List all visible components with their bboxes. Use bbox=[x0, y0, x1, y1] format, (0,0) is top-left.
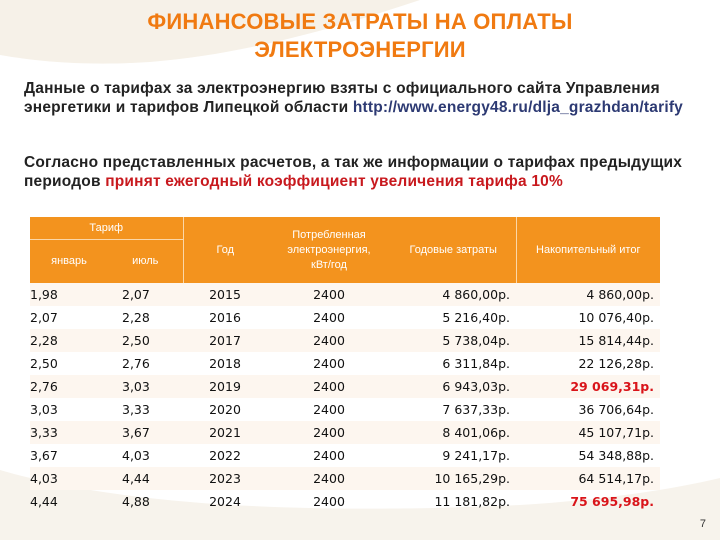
cell-year: 2015 bbox=[183, 283, 267, 306]
cell-year: 2019 bbox=[183, 375, 267, 398]
cell-july: 3,03 bbox=[108, 375, 183, 398]
table-row: 4,44 4,88 2024 2400 11 181,82р. 75 695,98р. bbox=[30, 490, 660, 513]
cell-cumulative: 15 814,44р. bbox=[516, 329, 660, 352]
table-row: 3,33 3,67 2021 2400 8 401,06р. 45 107,71р. bbox=[30, 421, 660, 444]
cell-consumption: 2400 bbox=[267, 375, 391, 398]
cell-consumption: 2400 bbox=[313, 448, 345, 463]
cell-annual-cost: 8 401,06р. bbox=[391, 421, 516, 444]
cell-annual-cost: 9 241,17р. bbox=[442, 448, 510, 463]
cell-consumption: 2400 bbox=[267, 329, 391, 352]
header-january: январь bbox=[30, 239, 108, 283]
cell-consumption: 2400 bbox=[313, 310, 345, 325]
table-row: 3,67 4,03 2022 2400 9 241,17р. 54 348,88р. bbox=[30, 444, 660, 467]
tariff-table: Тариф Год Потребленная электроэнергия, к… bbox=[30, 217, 660, 513]
cell-annual-cost: 5 738,04р. bbox=[391, 329, 516, 352]
cell-cumulative: 54 348,88р. bbox=[578, 448, 654, 463]
cell-year: 2023 bbox=[183, 467, 267, 490]
note-paragraph: Согласно представленных расчетов, а так … bbox=[24, 153, 694, 191]
cell-july: 4,03 bbox=[122, 448, 150, 463]
header-cumulative: Накопительный итог bbox=[515, 217, 660, 283]
cell-year: 2022 bbox=[209, 448, 241, 463]
cell-annual-cost: 5 216,40р. bbox=[442, 310, 510, 325]
table-row: 2,76 3,03 2019 2400 6 943,03р. 29 069,31р. bbox=[30, 375, 660, 398]
cell-cumulative: 10 076,40р. bbox=[578, 310, 654, 325]
cell-year: 2016 bbox=[209, 310, 241, 325]
cell-january: 3,03 bbox=[30, 402, 58, 417]
cell-january: 1,98 bbox=[30, 283, 108, 306]
cell-cumulative: 75 695,98р. bbox=[570, 494, 654, 509]
cell-consumption: 2400 bbox=[267, 467, 391, 490]
cell-cumulative: 64 514,17р. bbox=[516, 467, 660, 490]
cell-january: 3,67 bbox=[30, 448, 58, 463]
cell-cumulative: 29 069,31р. bbox=[516, 375, 660, 398]
header-year: Год bbox=[182, 217, 267, 283]
cell-cumulative: 4 860,00р. bbox=[516, 283, 660, 306]
table-row: 2,28 2,50 2017 2400 5 738,04р. 15 814,44р. bbox=[30, 329, 660, 352]
cell-consumption: 2400 bbox=[267, 421, 391, 444]
cell-january: 2,28 bbox=[30, 329, 108, 352]
intro-paragraph: Данные о тарифах за электроэнергию взяты… bbox=[24, 79, 694, 117]
cell-year: 2018 bbox=[209, 356, 241, 371]
cell-annual-cost: 7 637,33р. bbox=[442, 402, 510, 417]
cell-january: 2,76 bbox=[30, 375, 108, 398]
cell-july: 2,50 bbox=[108, 329, 183, 352]
cell-january: 2,07 bbox=[30, 310, 58, 325]
cell-year: 2020 bbox=[209, 402, 241, 417]
cell-consumption: 2400 bbox=[313, 402, 345, 417]
cell-cumulative: 22 126,28р. bbox=[578, 356, 654, 371]
table-row: 2,50 2,76 2018 2400 6 311,84р. 22 126,28р. bbox=[30, 352, 660, 375]
cell-annual-cost: 4 860,00р. bbox=[391, 283, 516, 306]
cell-consumption: 2400 bbox=[313, 494, 345, 509]
cell-january: 4,44 bbox=[30, 494, 58, 509]
cell-cumulative: 45 107,71р. bbox=[516, 421, 660, 444]
cell-annual-cost: 6 311,84р. bbox=[442, 356, 510, 371]
cell-july: 3,33 bbox=[122, 402, 150, 417]
header-consumption: Потребленная электроэнергия, кВт/год bbox=[267, 217, 391, 283]
note-highlight: принят ежегодный коэффициент увеличения … bbox=[105, 173, 563, 190]
source-url[interactable]: http://www.energy48.ru/dlja_grazhdan/tar… bbox=[352, 99, 684, 116]
cell-annual-cost: 6 943,03р. bbox=[391, 375, 516, 398]
table-row: 1,98 2,07 2015 2400 4 860,00р. 4 860,00р. bbox=[30, 283, 660, 306]
cell-january: 2,50 bbox=[30, 356, 58, 371]
cell-year: 2017 bbox=[183, 329, 267, 352]
cell-july: 3,67 bbox=[108, 421, 183, 444]
cell-july: 2,28 bbox=[122, 310, 150, 325]
cell-july: 4,44 bbox=[108, 467, 183, 490]
header-july: июль bbox=[108, 239, 183, 283]
note-text: Согласно представленных расчетов, а так … bbox=[24, 154, 683, 190]
cell-cumulative: 36 706,64р. bbox=[578, 402, 654, 417]
header-tariff: Тариф bbox=[30, 217, 183, 240]
intro-text: Данные о тарифах за электроэнергию взяты… bbox=[24, 80, 660, 116]
page-title: ФИНАНСОВЫЕ ЗАТРАТЫ НА ОПЛАТЫ ЭЛЕКТРОЭНЕР… bbox=[147, 9, 573, 62]
cell-consumption: 2400 bbox=[267, 283, 391, 306]
cell-january: 4,03 bbox=[30, 467, 108, 490]
cell-july: 4,88 bbox=[122, 494, 150, 509]
table-row: 4,03 4,44 2023 2400 10 165,29р. 64 514,17р. bbox=[30, 467, 660, 490]
cell-annual-cost: 11 181,82р. bbox=[434, 494, 510, 509]
page-number: 7 bbox=[699, 518, 706, 530]
header-annual-cost: Годовые затраты bbox=[391, 217, 516, 283]
cell-july: 2,07 bbox=[108, 283, 183, 306]
cell-july: 2,76 bbox=[122, 356, 150, 371]
table-row: 2,07 2,28 2016 2400 5 216,40р. 10 076,40р. bbox=[30, 306, 660, 329]
cell-january: 3,33 bbox=[30, 421, 108, 444]
cell-year: 2024 bbox=[209, 494, 241, 509]
cell-annual-cost: 10 165,29р. bbox=[391, 467, 516, 490]
cell-consumption: 2400 bbox=[313, 356, 345, 371]
table-row: 3,03 3,33 2020 2400 7 637,33р. 36 706,64р. bbox=[30, 398, 660, 421]
cell-year: 2021 bbox=[183, 421, 267, 444]
